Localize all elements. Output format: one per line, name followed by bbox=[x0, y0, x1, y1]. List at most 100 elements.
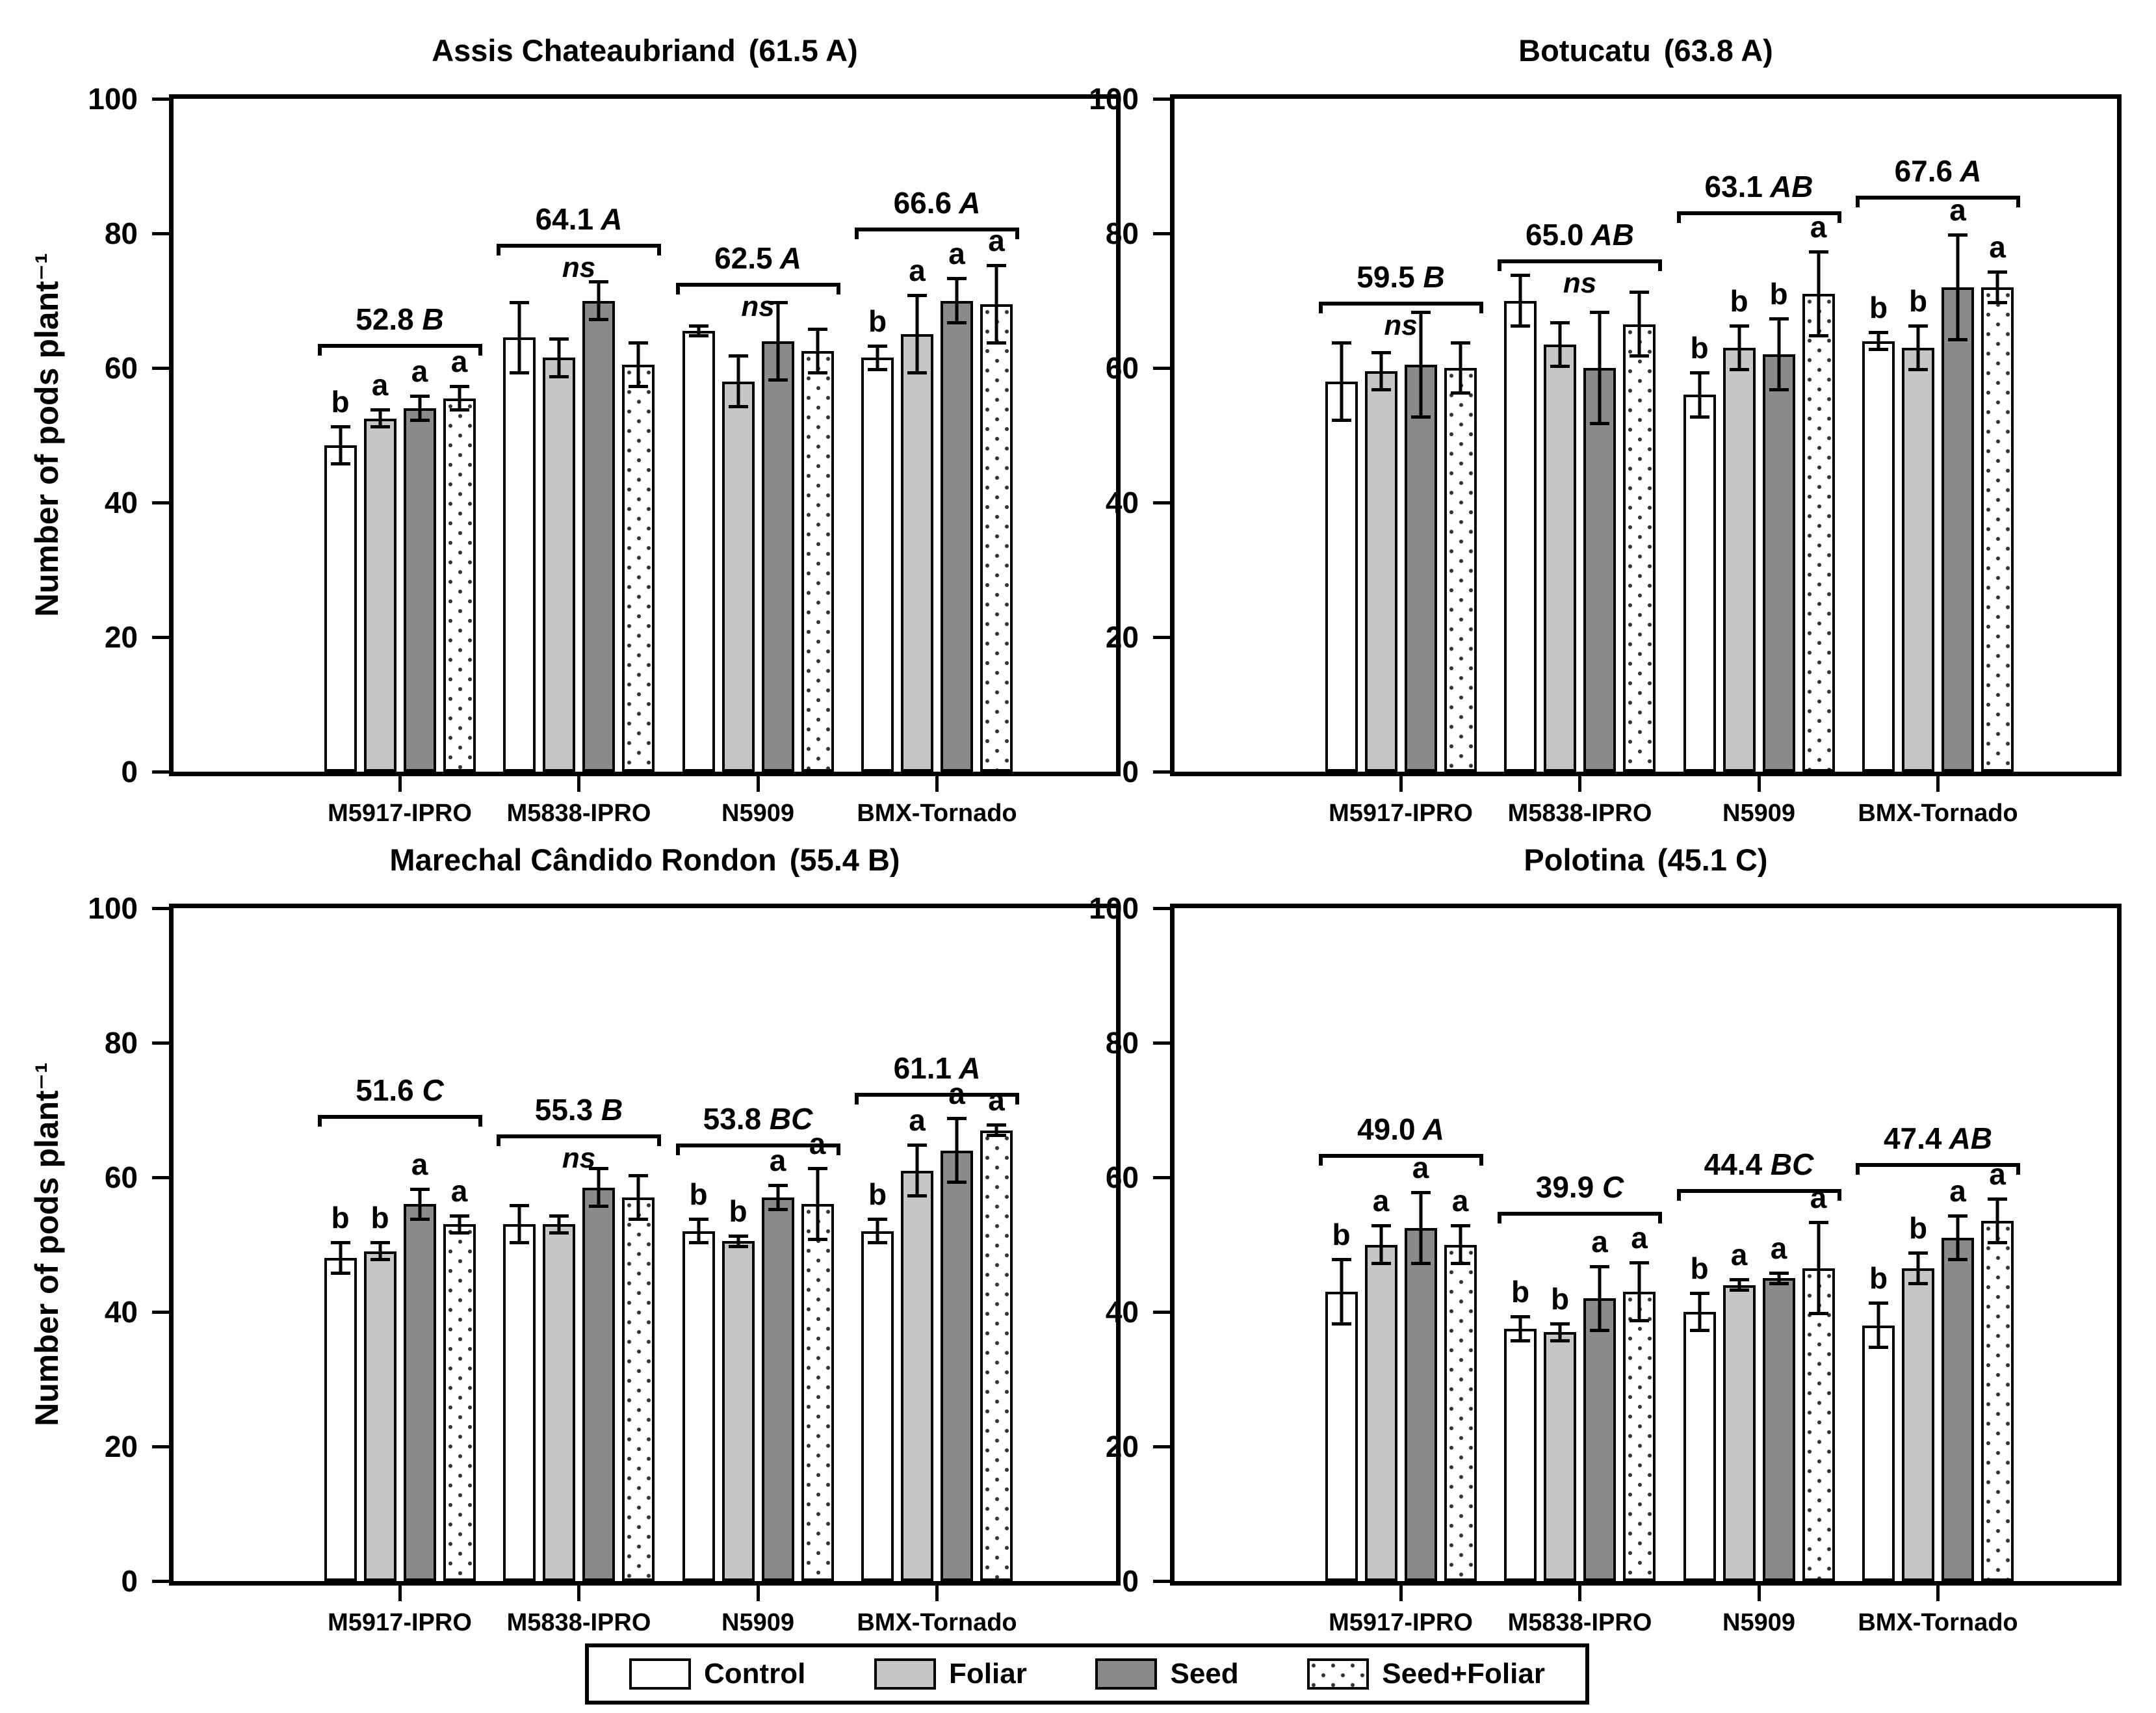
group-mean-letter: A bbox=[1415, 1112, 1444, 1146]
error-bar-cap bbox=[1511, 1315, 1530, 1319]
error-bar-line bbox=[955, 1116, 959, 1184]
error-bar-cap bbox=[1729, 368, 1749, 372]
error-bar-cap bbox=[1729, 1278, 1749, 1282]
error-bar bbox=[1808, 1221, 1828, 1316]
error-bar-cap bbox=[768, 1207, 788, 1211]
error-bar-cap bbox=[1769, 1281, 1789, 1285]
error-bar-cap bbox=[1371, 351, 1391, 355]
group-bracket bbox=[1676, 1188, 1841, 1201]
error-bar-cap bbox=[807, 371, 827, 375]
error-bar-cap bbox=[510, 1204, 529, 1208]
error-bar-cap bbox=[449, 408, 469, 412]
error-bar-line bbox=[1737, 1278, 1741, 1292]
error-bar bbox=[947, 277, 967, 324]
bar-seed-foliar bbox=[622, 364, 655, 772]
bar-seed-foliar bbox=[1802, 1268, 1835, 1581]
error-bar bbox=[449, 1214, 469, 1235]
y-axis-label: Number of pods plant⁻¹ bbox=[29, 253, 65, 617]
error-bar-cap bbox=[947, 277, 967, 281]
group-bracket bbox=[317, 1114, 482, 1127]
error-bar-cap bbox=[1630, 290, 1649, 294]
plot-area: 0 20 40 60 80 100 M5917-IPRO b b a a 51.6 C M5838-IP… bbox=[88, 891, 1121, 1636]
error-bar bbox=[409, 395, 430, 422]
error-bar bbox=[409, 1187, 430, 1222]
group-bracket bbox=[1856, 196, 2020, 208]
error-bar-cap bbox=[1869, 1301, 1888, 1305]
error-bar-cap bbox=[1630, 1261, 1649, 1265]
error-bar bbox=[1769, 1271, 1789, 1285]
error-bar-cap bbox=[1550, 1339, 1570, 1342]
error-bar-cap bbox=[987, 263, 1006, 267]
x-axis-tick bbox=[1578, 1586, 1581, 1601]
bar-control bbox=[1504, 1328, 1537, 1581]
chart-title: Marechal Cândido Rondon (55.4 B) bbox=[174, 842, 1116, 878]
error-bar-line bbox=[1956, 233, 1960, 341]
error-bar bbox=[589, 1167, 608, 1208]
error-bar bbox=[1331, 1258, 1351, 1326]
error-bar-cap bbox=[868, 368, 887, 372]
error-bar bbox=[1550, 320, 1570, 368]
y-axis-tick bbox=[152, 1041, 169, 1045]
error-bar-cap bbox=[1808, 1312, 1828, 1316]
error-bar-cap bbox=[768, 300, 788, 304]
x-axis-tick bbox=[1757, 776, 1761, 792]
error-bar-line bbox=[1637, 1261, 1641, 1322]
plot-area: 0 20 40 60 80 100 M5917-IPRO b a a a 49.0 A M5838-IP… bbox=[1089, 891, 2122, 1636]
y-axis-tick bbox=[152, 906, 169, 910]
bar-foliar bbox=[1902, 1268, 1934, 1581]
error-bar bbox=[1808, 250, 1828, 338]
error-bar-cap bbox=[1689, 371, 1709, 375]
error-bar-cap bbox=[868, 344, 887, 348]
bar-foliar bbox=[721, 1241, 755, 1581]
error-bar-cap bbox=[947, 1116, 967, 1120]
error-bar bbox=[1450, 1224, 1470, 1265]
error-bar bbox=[449, 384, 469, 412]
error-bar-cap bbox=[510, 371, 529, 375]
legend: Control Foliar Seed Seed+Foliar bbox=[585, 1643, 1589, 1705]
bar-seed-foliar bbox=[1981, 1221, 2014, 1581]
significance-letter: a bbox=[1989, 229, 2006, 264]
bar-control bbox=[682, 1231, 715, 1581]
x-axis-tick bbox=[756, 1586, 760, 1601]
bar-seed-foliar bbox=[1802, 294, 1835, 772]
significance-letter: b bbox=[1730, 283, 1748, 318]
error-bar bbox=[1590, 1264, 1609, 1333]
x-axis-tick bbox=[935, 776, 939, 792]
error-bar-cap bbox=[768, 1184, 788, 1188]
error-bar-cap bbox=[1948, 337, 1968, 341]
error-bar-cap bbox=[629, 341, 648, 345]
legend-item: Seed bbox=[1095, 1658, 1239, 1690]
y-axis-tick-label: 0 bbox=[1122, 755, 1139, 789]
error-bar-line bbox=[1877, 331, 1880, 352]
error-bar-line bbox=[458, 1214, 461, 1235]
x-axis-tick bbox=[1757, 1586, 1761, 1601]
error-bar-cap bbox=[1988, 1197, 2007, 1201]
bar-seed-foliar bbox=[801, 1204, 834, 1581]
bar-seed-foliar bbox=[980, 304, 1013, 772]
error-bar-cap bbox=[409, 418, 430, 422]
error-bar bbox=[629, 1173, 648, 1222]
error-bar-line bbox=[1459, 1224, 1462, 1265]
error-bar-cap bbox=[1908, 1281, 1928, 1285]
group-mean-letter: A bbox=[952, 1051, 981, 1085]
bar-control bbox=[861, 358, 894, 772]
error-bar bbox=[1450, 341, 1470, 395]
group-mean-label: 55.3 B bbox=[535, 1093, 623, 1127]
bar-seed-foliar bbox=[1623, 1291, 1656, 1581]
ns-label: ns bbox=[1563, 267, 1597, 300]
group-mean-label: 64.1 A bbox=[536, 202, 623, 236]
error-bar bbox=[1689, 371, 1709, 419]
x-axis-category-label: M5838-IPRO bbox=[1507, 800, 1652, 827]
group-mean-value: 51.6 bbox=[356, 1073, 414, 1107]
error-bar-line bbox=[1817, 250, 1820, 338]
error-bar-cap bbox=[449, 1231, 469, 1235]
y-axis-tick bbox=[1153, 906, 1170, 910]
error-bar-cap bbox=[1948, 1258, 1968, 1262]
error-bar-line bbox=[1459, 341, 1462, 395]
error-bar-cap bbox=[629, 1173, 648, 1177]
bar-seed bbox=[1942, 1238, 1974, 1581]
error-bar-line bbox=[776, 300, 779, 382]
bar-seed-foliar bbox=[443, 398, 476, 772]
error-bar-line bbox=[1558, 320, 1562, 368]
y-axis-tick bbox=[1153, 1445, 1170, 1448]
